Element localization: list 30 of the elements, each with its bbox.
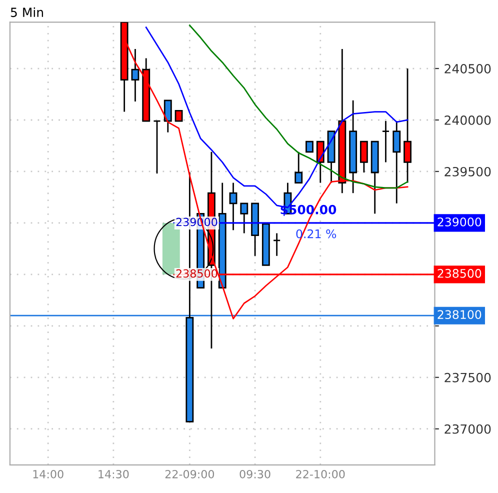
candlestick (316, 140, 324, 184)
y-tick-label: 240000 (444, 115, 491, 125)
candlestick (306, 140, 314, 153)
y-tick-label: 237000 (444, 424, 491, 434)
candlestick (174, 110, 183, 122)
x-tick-label: 22-09:00 (165, 470, 214, 478)
y-tick-label: 239500 (444, 166, 491, 176)
line-series (188, 24, 408, 189)
candlestick (229, 182, 238, 231)
candlestick (131, 48, 140, 102)
ref-line-label: 238100 (438, 310, 482, 320)
candlestick (164, 100, 172, 134)
x-tick-label: 09:30 (240, 470, 270, 478)
x-tick-label: 14:30 (98, 470, 129, 478)
candlestick (404, 68, 412, 184)
chart-title: 5 Min (10, 7, 44, 18)
y-tick-label: 240500 (444, 64, 491, 74)
y-tick-label: 237500 (444, 372, 491, 382)
ref-line-label: 238500 (438, 268, 482, 278)
annotation: 238500 (176, 269, 218, 278)
candlestick (392, 120, 401, 204)
candlestick (272, 232, 281, 257)
candlestick (294, 151, 303, 184)
candlestick (360, 140, 368, 174)
ref-line-label: 239000 (438, 217, 482, 226)
candlestick (240, 202, 248, 234)
candlestick (382, 120, 390, 163)
x-tick-label: 14:00 (33, 470, 64, 478)
candlestick (153, 120, 161, 174)
x-tick-label: 22-10:00 (296, 470, 345, 478)
